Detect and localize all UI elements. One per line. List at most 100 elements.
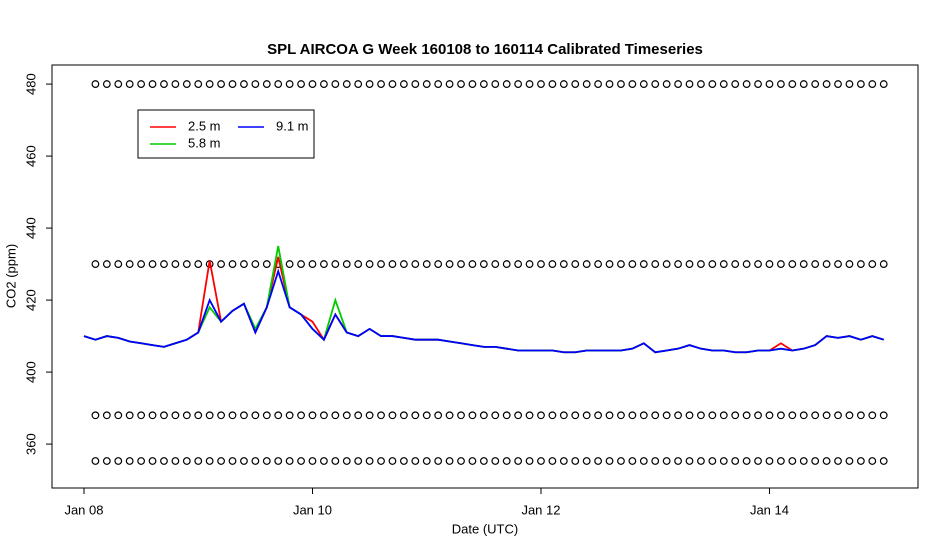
plot-frame: [51, 64, 919, 489]
flag-marker: [331, 260, 340, 268]
flag-marker: [182, 411, 191, 420]
flag-marker: [217, 411, 225, 420]
flag-marker: [125, 411, 134, 420]
flag-marker: [217, 260, 225, 268]
flag-marker: [411, 457, 420, 465]
flag-marker: [594, 411, 603, 420]
flag-marker: [354, 80, 363, 88]
flag-marker: [262, 411, 271, 420]
flag-marker: [365, 411, 374, 420]
flag-marker: [639, 457, 648, 465]
flag-marker: [548, 260, 557, 268]
flag-marker: [182, 457, 191, 465]
flag-marker: [331, 411, 340, 420]
x-tick-label: Jan 08: [64, 502, 103, 517]
flag-marker: [365, 80, 374, 88]
flag-marker: [388, 411, 397, 420]
flag-marker: [582, 457, 591, 465]
series-line: [83, 268, 884, 354]
flag-marker: [605, 411, 614, 420]
flag-marker: [845, 260, 854, 268]
flag-marker: [468, 411, 477, 420]
flag-marker: [479, 80, 488, 88]
flag-marker: [262, 260, 271, 268]
flag-marker: [742, 260, 751, 268]
flag-marker: [639, 80, 648, 88]
flag-marker: [605, 457, 614, 465]
flag-marker: [617, 80, 625, 88]
flag-marker: [765, 80, 774, 88]
flag-marker: [582, 411, 591, 420]
y-axis-label: CO2 (ppm): [3, 244, 18, 308]
flag-marker: [422, 457, 431, 465]
flag-marker: [651, 80, 660, 88]
flag-marker: [571, 260, 580, 268]
flag-marker: [411, 260, 420, 268]
flag-marker: [537, 411, 545, 420]
flag-marker: [788, 411, 797, 420]
flag-marker: [171, 411, 180, 420]
flag-marker: [320, 260, 328, 268]
flag-marker: [285, 457, 294, 465]
flag-marker: [137, 80, 146, 88]
flag-marker: [559, 260, 568, 268]
flag-marker: [605, 80, 614, 88]
flag-marker: [148, 260, 157, 268]
y-tick-label: 360: [23, 433, 38, 455]
flag-marker: [662, 457, 671, 465]
flag-marker: [342, 457, 351, 465]
flag-marker: [479, 411, 488, 420]
flag-marker: [194, 457, 203, 465]
flag-marker: [125, 457, 134, 465]
flag-marker: [137, 411, 146, 420]
flag-marker: [251, 80, 260, 88]
flag-marker: [719, 411, 728, 420]
flag-marker: [285, 80, 294, 88]
flag-marker: [137, 457, 146, 465]
flag-marker: [217, 457, 225, 465]
flag-marker: [834, 411, 842, 420]
flag-marker: [308, 260, 317, 268]
flag-marker: [102, 80, 111, 88]
flag-marker: [788, 457, 797, 465]
flag-marker: [457, 411, 465, 420]
flag-marker: [559, 411, 568, 420]
flag-marker: [754, 411, 762, 420]
flag-marker: [365, 457, 374, 465]
flag-marker: [411, 80, 420, 88]
flag-marker: [445, 80, 454, 88]
flag-marker: [765, 457, 774, 465]
flag-marker: [365, 260, 374, 268]
flag-marker: [251, 260, 260, 268]
legend-box: [137, 109, 315, 159]
flag-marker: [274, 457, 283, 465]
flag-marker: [719, 457, 728, 465]
flag-marker: [856, 80, 865, 88]
flag-marker: [845, 411, 854, 420]
flag-marker: [331, 80, 340, 88]
flag-marker: [525, 80, 534, 88]
flag-marker: [799, 260, 808, 268]
flag-marker: [719, 260, 728, 268]
flag-marker: [297, 80, 305, 88]
flag-marker: [856, 457, 865, 465]
flag-marker: [639, 411, 648, 420]
flag-marker: [697, 457, 705, 465]
flag-marker: [674, 80, 682, 88]
flag-marker: [297, 411, 305, 420]
flag-marker: [91, 80, 100, 88]
flag-marker: [868, 411, 877, 420]
flag-marker: [605, 260, 614, 268]
x-axis-label: Date (UTC): [452, 521, 518, 536]
flag-marker: [799, 457, 808, 465]
flag-marker: [114, 411, 123, 420]
flag-marker: [114, 457, 123, 465]
flag-marker: [822, 411, 831, 420]
flag-marker: [754, 260, 762, 268]
flag-marker: [639, 260, 648, 268]
flag-marker: [502, 411, 511, 420]
flag-marker: [377, 80, 385, 88]
flag-marker: [811, 260, 820, 268]
flag-marker: [148, 457, 157, 465]
